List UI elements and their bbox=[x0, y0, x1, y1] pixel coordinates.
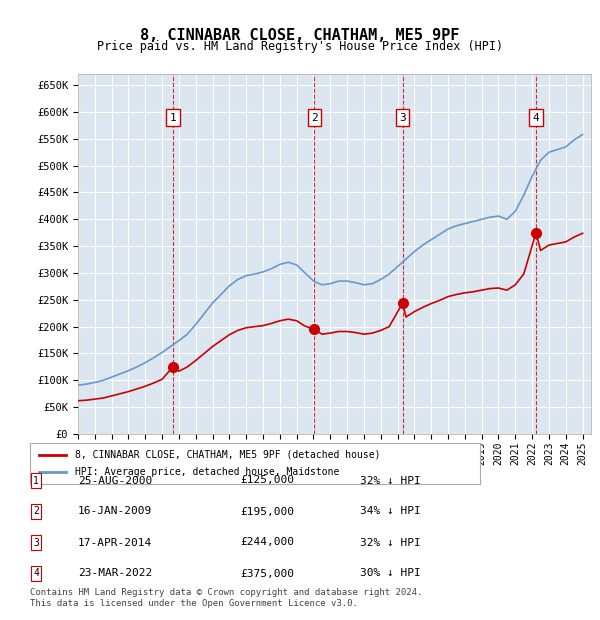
Text: £125,000: £125,000 bbox=[240, 476, 294, 485]
Text: Contains HM Land Registry data © Crown copyright and database right 2024.
This d: Contains HM Land Registry data © Crown c… bbox=[30, 588, 422, 608]
Text: 1: 1 bbox=[170, 113, 176, 123]
Text: 32% ↓ HPI: 32% ↓ HPI bbox=[360, 538, 421, 547]
Text: 2: 2 bbox=[33, 507, 39, 516]
Text: 32% ↓ HPI: 32% ↓ HPI bbox=[360, 476, 421, 485]
Text: 25-AUG-2000: 25-AUG-2000 bbox=[78, 476, 152, 485]
Text: 4: 4 bbox=[533, 113, 539, 123]
Text: Price paid vs. HM Land Registry's House Price Index (HPI): Price paid vs. HM Land Registry's House … bbox=[97, 40, 503, 53]
Text: 2: 2 bbox=[311, 113, 317, 123]
Text: 30% ↓ HPI: 30% ↓ HPI bbox=[360, 569, 421, 578]
Text: 16-JAN-2009: 16-JAN-2009 bbox=[78, 507, 152, 516]
Text: £375,000: £375,000 bbox=[240, 569, 294, 578]
Text: 34% ↓ HPI: 34% ↓ HPI bbox=[360, 507, 421, 516]
Text: 17-APR-2014: 17-APR-2014 bbox=[78, 538, 152, 547]
Text: 23-MAR-2022: 23-MAR-2022 bbox=[78, 569, 152, 578]
Text: £244,000: £244,000 bbox=[240, 538, 294, 547]
FancyBboxPatch shape bbox=[30, 443, 480, 484]
Text: 3: 3 bbox=[399, 113, 406, 123]
Text: 8, CINNABAR CLOSE, CHATHAM, ME5 9PF (detached house): 8, CINNABAR CLOSE, CHATHAM, ME5 9PF (det… bbox=[75, 450, 380, 459]
Text: £195,000: £195,000 bbox=[240, 507, 294, 516]
Text: 3: 3 bbox=[33, 538, 39, 547]
Text: HPI: Average price, detached house, Maidstone: HPI: Average price, detached house, Maid… bbox=[75, 467, 340, 477]
Text: 4: 4 bbox=[33, 569, 39, 578]
Text: 1: 1 bbox=[33, 476, 39, 485]
Text: 8, CINNABAR CLOSE, CHATHAM, ME5 9PF: 8, CINNABAR CLOSE, CHATHAM, ME5 9PF bbox=[140, 28, 460, 43]
